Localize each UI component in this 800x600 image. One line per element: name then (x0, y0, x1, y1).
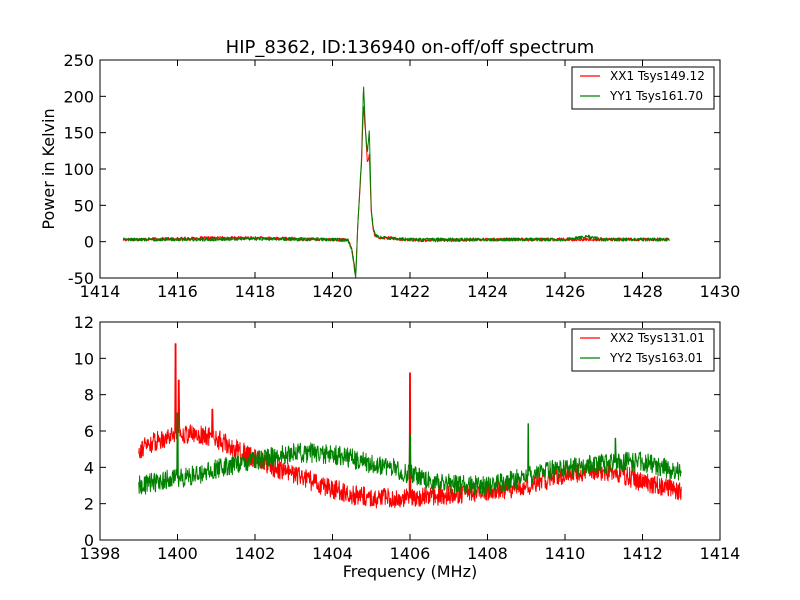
y-tick-label: 12 (74, 313, 94, 332)
x-tick-label: 1414 (80, 282, 121, 301)
x-tick-label: 1418 (235, 282, 276, 301)
series-line-yy2 (138, 412, 682, 496)
y-axis-label: Power in Kelvin (39, 108, 58, 229)
series-layer (138, 343, 682, 509)
x-tick-label: 1426 (545, 282, 586, 301)
ticks-layer: 1414 1416 1418 1420 1422 1424 1426 1428 1430 -50 0… (63, 51, 740, 301)
x-tick-label: 1398 (80, 544, 121, 563)
y-tick-label: 8 (84, 386, 94, 405)
legend-label-xx1: XX1 Tsys149.12 (610, 69, 705, 83)
legend: XX1 Tsys149.12 YY1 Tsys161.70 (571, 66, 715, 110)
y-tick-label: 4 (84, 458, 94, 477)
y-tick-label: 200 (63, 87, 94, 106)
series-line-yy1 (122, 86, 670, 279)
y-tick-label: 50 (74, 196, 94, 215)
x-axis-label: Frequency (MHz) (343, 562, 477, 581)
legend-label-xx2: XX2 Tsys131.01 (610, 331, 705, 345)
legend-label-yy2: YY2 Tsys163.01 (609, 351, 703, 365)
legend-box (571, 328, 715, 372)
x-tick-label: 1412 (622, 544, 663, 563)
y-tick-label: 10 (74, 349, 94, 368)
x-tick-label: 1408 (467, 544, 508, 563)
x-tick-label: 1414 (700, 544, 741, 563)
y-tick-label: 0 (84, 233, 94, 252)
y-tick-label: -50 (68, 269, 94, 288)
x-tick-label: 1428 (622, 282, 663, 301)
legend-box (571, 66, 715, 110)
y-tick-label: 0 (84, 531, 94, 550)
x-tick-label: 1402 (235, 544, 276, 563)
x-tick-label: 1424 (467, 282, 508, 301)
legend-label-yy1: YY1 Tsys161.70 (609, 89, 703, 103)
x-tick-label: 1406 (390, 544, 431, 563)
axes-frame (99, 321, 721, 541)
x-tick-label: 1430 (700, 282, 741, 301)
y-tick-label: 250 (63, 51, 94, 70)
figure-title: HIP_8362, ID:136940 on-off/off spectrum (226, 37, 595, 58)
x-tick-label: 1410 (545, 544, 586, 563)
legend: XX2 Tsys131.01 YY2 Tsys163.01 (571, 328, 715, 372)
top-spectrum-panel: 1414 1416 1418 1420 1422 1424 1426 1428 1430 -50 0… (39, 51, 740, 301)
x-tick-label: 1404 (312, 544, 353, 563)
x-tick-label: 1400 (157, 544, 198, 563)
x-tick-label: 1416 (157, 282, 198, 301)
y-tick-label: 2 (84, 495, 94, 514)
bottom-spectrum-panel: 1398 1400 1402 1404 1406 1408 1410 1412 1414 0 2 4 6… (74, 313, 741, 581)
ticks-layer: 1398 1400 1402 1404 1406 1408 1410 1412 1414 0 2 4 6… (74, 313, 741, 563)
y-tick-label: 150 (63, 124, 94, 143)
axes-frame (99, 59, 721, 279)
y-tick-label: 100 (63, 160, 94, 179)
series-layer (122, 86, 671, 279)
x-tick-label: 1422 (390, 282, 431, 301)
y-tick-label: 6 (84, 422, 94, 441)
x-tick-label: 1420 (312, 282, 353, 301)
